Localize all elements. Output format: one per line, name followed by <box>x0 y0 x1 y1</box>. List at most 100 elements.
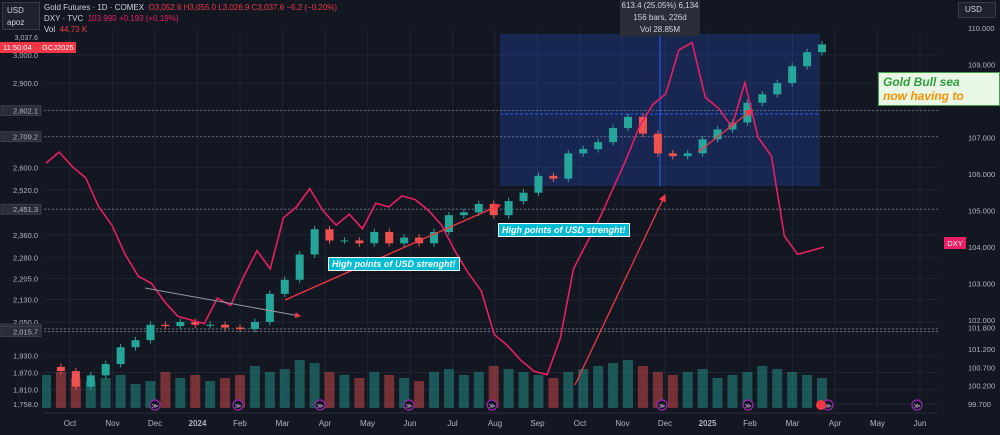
gold-bull-note[interactable]: Gold Bull sea now having to <box>878 72 1000 106</box>
event-icon-glyph: ≫ <box>317 403 324 410</box>
volume-bar <box>85 381 96 408</box>
event-icon <box>486 399 498 411</box>
right-axis-tick: 102.000 <box>968 316 995 325</box>
time-axis-tick: May <box>870 419 885 428</box>
time-axis-tick: 2025 <box>699 419 717 428</box>
usd-strength-note-2[interactable]: High points of USD strenght! <box>498 223 630 237</box>
gold-candle <box>474 203 483 213</box>
volume-bar <box>264 372 275 408</box>
time-axis-tick: Apr <box>829 419 842 428</box>
right-axis-tick: 99.700 <box>968 400 991 409</box>
left-axis-tick: 2,709.2 <box>13 133 38 142</box>
right-axis-tick: 101.200 <box>968 345 995 354</box>
event-icon <box>232 399 244 411</box>
volume-bar <box>787 372 798 408</box>
gold-candle <box>683 153 692 157</box>
volume-bar <box>235 375 245 408</box>
usd-strength-note-1[interactable]: High points of USD strenght! <box>328 257 460 271</box>
gold-candle <box>549 175 558 179</box>
event-markers[interactable]: ≫ ≫ ≫ ≫ ≫ ≫ ≫ ≫ ≫ <box>149 399 923 411</box>
gold-candle <box>534 175 543 193</box>
volume-bar <box>578 369 589 408</box>
legend-gold[interactable]: Gold Futures · 1D · COMEX O3,052.6 H3,05… <box>44 3 337 12</box>
gold-candle <box>176 321 185 327</box>
legend-volume[interactable]: Vol 44.73 K <box>44 25 87 34</box>
gold-candle <box>668 153 677 157</box>
gold-candle <box>444 215 453 233</box>
volume-bar <box>473 372 484 408</box>
gold-candle <box>400 237 409 244</box>
gold-note-line-2: now having to <box>883 89 964 103</box>
right-axis-tick: 101.800 <box>968 323 995 332</box>
volume-bar <box>518 372 529 408</box>
right-axis-tick: 107.000 <box>968 134 995 143</box>
volume-bar <box>757 366 768 408</box>
event-icon-glyph: ≫ <box>152 403 159 410</box>
left-axis-tick: 2,130.0 <box>13 295 38 304</box>
volume-bar <box>742 372 753 408</box>
left-currency-box[interactable]: USD apoz <box>2 2 40 30</box>
gold-candle <box>86 375 95 387</box>
volume-bar <box>294 360 305 408</box>
gold-candle <box>56 366 65 372</box>
gold-candle <box>236 327 244 329</box>
volume-bar <box>369 372 380 408</box>
time-axis-tick: Jul <box>447 419 457 428</box>
volume-bar <box>817 378 827 408</box>
right-currency-label: USD <box>965 5 982 14</box>
measure-line-1: 613.4 (25.05%) 6,134 <box>621 1 699 10</box>
time-axis-tick: Dec <box>148 419 162 428</box>
gold-candle <box>221 324 230 328</box>
gold-candle <box>101 364 110 376</box>
gold-candle <box>713 129 722 140</box>
time-axis-tick: Jun <box>914 419 927 428</box>
gold-candle <box>459 212 468 216</box>
volume-bar <box>205 381 216 408</box>
left-axis-tick: 2,900.0 <box>13 79 38 88</box>
volume-bar <box>727 375 738 408</box>
volume-bar <box>533 375 544 408</box>
volume-bar <box>384 375 395 408</box>
volume-bar <box>458 375 469 408</box>
gold-candle <box>250 321 259 329</box>
time-axis-tick: Aug <box>488 419 502 428</box>
time-axis-tick: Nov <box>615 419 629 428</box>
dxy-title: DXY · TVC <box>44 14 84 23</box>
event-icon <box>149 399 161 411</box>
left-axis-tick: 2,015.7 <box>13 328 38 337</box>
volume-bar <box>802 375 813 408</box>
vol-label: Vol <box>44 25 56 34</box>
volume-bar <box>503 369 514 408</box>
trend-arrow <box>284 204 502 301</box>
left-axis-tick: 2,205.0 <box>13 274 38 283</box>
right-axis-tick: 109.000 <box>968 61 995 70</box>
gold-candle <box>504 201 513 216</box>
volume-bar <box>772 369 783 408</box>
legend-dxy[interactable]: DXY · TVC 103.990 +0.193 (+0.19%) <box>44 14 178 23</box>
event-icon-glyph: ≫ <box>914 403 921 410</box>
event-icon <box>403 399 415 411</box>
volume-bar <box>41 375 51 408</box>
right-currency-box[interactable]: USD <box>958 2 996 18</box>
gold-candle <box>609 128 618 143</box>
volume-bar <box>399 378 410 408</box>
trend-arrow <box>574 193 666 386</box>
volume-bar <box>563 372 574 408</box>
volume-bar <box>130 384 141 408</box>
gold-candles <box>56 41 826 390</box>
gray-trend-arrow <box>144 287 301 319</box>
gold-candle <box>519 192 528 202</box>
gold-candle <box>803 52 812 67</box>
trend-arrow <box>697 109 754 153</box>
left-axis-tick: 2,520.0 <box>13 186 38 195</box>
volume-bar <box>443 369 454 408</box>
left-axis-bg <box>0 30 42 410</box>
gold-candle <box>131 340 140 348</box>
volume-bar <box>160 372 171 408</box>
time-axis-tick: Mar <box>786 419 800 428</box>
volume-bar <box>100 378 111 408</box>
left-axis-tick: 2,802.1 <box>13 107 38 116</box>
volume-bar <box>249 366 260 408</box>
gold-candle <box>71 371 80 387</box>
